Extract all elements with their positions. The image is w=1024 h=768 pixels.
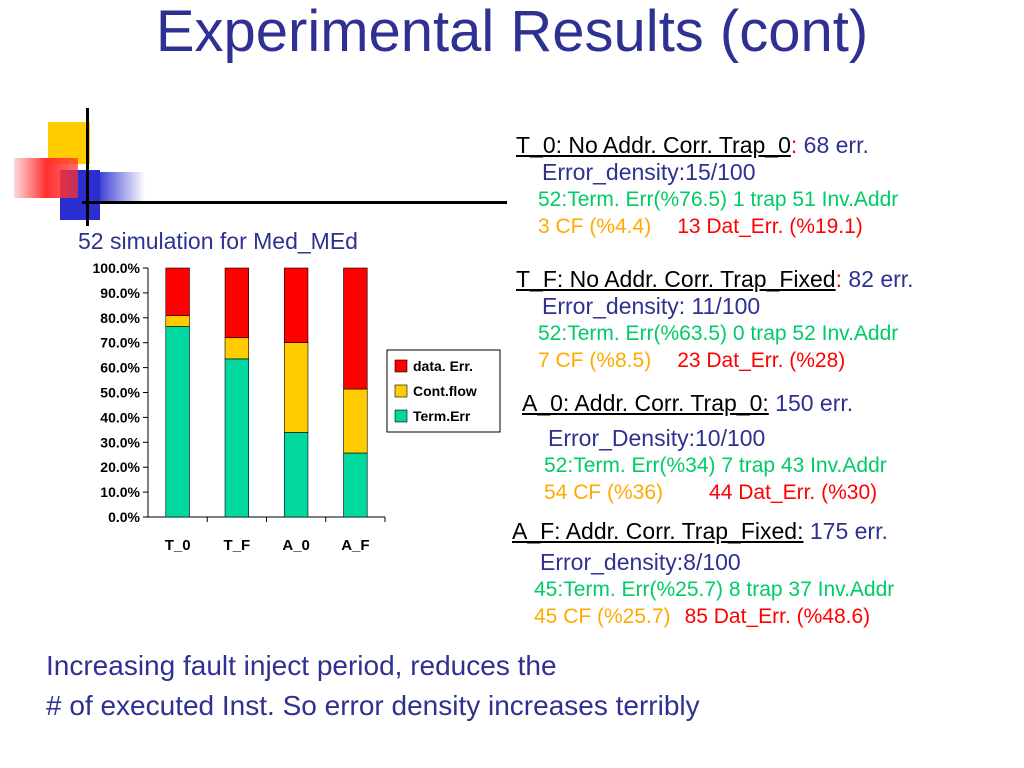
result-term: 45:Term. Err(%25.7) 8 trap 37 Inv.Addr [534,578,895,601]
y-tick-label: 70.0% [100,335,140,351]
result-term: 52:Term. Err(%63.5) 0 trap 52 Inv.Addr [538,322,899,345]
x-tick-label: T_F [224,537,251,554]
result-count: 68 err. [797,132,869,158]
result-block-t0: T_0: No Addr. Corr. Trap_0: 68 err. Erro… [516,132,898,240]
y-tick-label: 80.0% [100,310,140,326]
result-count: 175 err. [803,518,888,544]
legend-swatch [394,359,408,373]
conclusion-line-1: Increasing fault inject period, reduces … [46,650,557,681]
legend-swatch [394,409,408,423]
result-heading: T_0: No Addr. Corr. Trap_0 [516,132,791,158]
x-tick-label: T_0 [165,537,191,554]
result-term: 52:Term. Err(%76.5) 1 trap 51 Inv.Addr [538,188,899,211]
bar-segment-termerr [283,432,309,518]
result-block-tf: T_F: No Addr. Corr. Trap_Fixed: 82 err. … [516,266,914,374]
result-cf: 7 CF (%8.5) [538,349,652,372]
bar-segment-dataerr [224,267,250,339]
y-tick-label: 30.0% [100,434,140,450]
y-tick-label: 0.0% [108,509,140,525]
result-count: 150 err. [768,390,854,416]
legend-label: data. Err. [413,358,473,374]
y-tick-label: 100.0% [93,260,141,276]
slide-title: Experimental Results (cont) [155,0,869,64]
legend-label: Cont.flow [413,383,477,399]
bar-segment-contflow [343,388,368,454]
y-tick-label: 10.0% [100,484,140,500]
result-heading: A_0: Addr. Corr. Trap_0: [522,390,769,416]
result-block-af: A_F: Addr. Corr. Trap_Fixed: 175 err. Er… [512,518,894,630]
result-density: Error_Density:10/100 [548,425,766,451]
legend-label: Term.Err [413,408,471,424]
y-tick-label: 60.0% [100,360,140,376]
chart-caption: 52 simulation for Med_MEd [78,228,358,254]
bar-segment-contflow [224,337,250,360]
y-tick-label: 40.0% [100,409,140,425]
result-heading: T_F: No Addr. Corr. Trap_Fixed [516,266,836,292]
conclusion-line-2: # of executed Inst. So error density inc… [46,690,700,721]
legend-swatch [394,384,408,398]
result-density: Error_density:8/100 [540,549,741,575]
y-tick-label: 90.0% [100,285,140,301]
result-block-a0: A_0: Addr. Corr. Trap_0: 150 err. Error_… [522,390,887,506]
result-cf: 3 CF (%4.4) [538,215,652,238]
result-colon: : [790,132,798,158]
result-dat: 13 Dat_Err. (%19.1) [677,215,863,238]
decorative-logo [14,108,145,226]
result-count: 82 err. [841,266,914,292]
bar-segment-contflow [165,315,190,327]
bar-segment-termerr [224,358,250,518]
stacked-bar-chart: 0.0% 10.0% 20.0% 30.0% 40.0% 50.0% 60.0% 70.0% 8… [93,260,501,554]
x-tick-label: A_F [341,537,369,554]
result-colon: : [835,266,842,292]
bar-segment-termerr [343,452,368,518]
bar-segment-dataerr [283,267,309,343]
bar-segment-dataerr [343,267,368,390]
result-density: Error_density:15/100 [542,159,756,185]
result-dat: 23 Dat_Err. (%28) [677,349,846,372]
bar-segment-dataerr [165,267,190,316]
result-cf: 54 CF (%36) [544,481,664,504]
result-dat: 85 Dat_Err. (%48.6) [684,605,871,628]
y-tick-label: 50.0% [100,385,140,401]
conclusion-text: Increasing fault inject period, reduces … [46,646,700,726]
result-density: Error_density: 11/100 [542,293,761,319]
result-dat: 44 Dat_Err. (%30) [709,481,878,504]
result-heading: A_F: Addr. Corr. Trap_Fixed: [512,518,804,544]
y-tick-label: 20.0% [100,459,140,475]
result-cf: 45 CF (%25.7) [534,605,671,628]
bar-segment-contflow [283,342,309,433]
result-term: 52:Term. Err(%34) 7 trap 43 Inv.Addr [544,454,887,477]
x-tick-label: A_0 [282,537,310,554]
bar-segment-termerr [165,326,190,518]
header-divider [82,201,507,204]
